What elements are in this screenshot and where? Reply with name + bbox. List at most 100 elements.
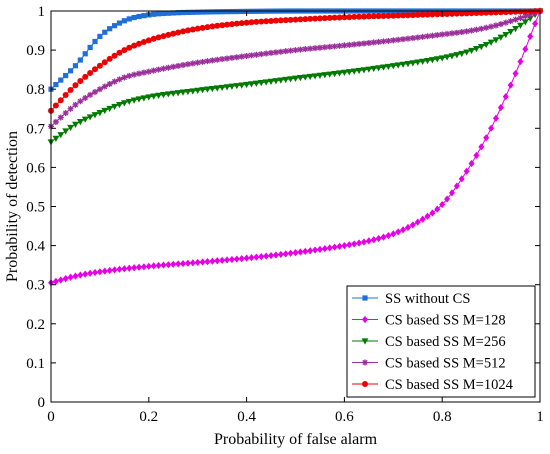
data-point	[263, 50, 270, 57]
data-point	[331, 43, 338, 50]
data-point	[136, 13, 142, 20]
data-point	[272, 17, 279, 24]
data-point	[233, 83, 241, 90]
data-point	[395, 36, 402, 43]
data-point	[512, 16, 519, 23]
data-point	[404, 12, 411, 19]
data-point	[96, 62, 103, 69]
data-point	[116, 49, 123, 56]
data-point	[419, 11, 426, 18]
data-point	[263, 252, 270, 260]
data-point	[228, 21, 235, 28]
data-point	[468, 159, 475, 168]
data-point	[150, 67, 157, 74]
data-point	[253, 18, 260, 25]
data-point	[101, 107, 109, 115]
data-point	[125, 98, 133, 106]
data-point	[409, 221, 416, 229]
y-tick-label: 0	[38, 395, 46, 411]
data-point	[87, 269, 94, 277]
data-point	[155, 92, 162, 99]
data-point	[277, 17, 284, 24]
data-point	[268, 49, 275, 56]
data-point	[204, 257, 211, 266]
data-point	[517, 14, 524, 21]
data-point	[312, 15, 319, 22]
data-point	[468, 10, 475, 17]
data-point	[380, 233, 387, 241]
data-point	[199, 258, 206, 266]
data-point	[448, 189, 455, 197]
data-point	[478, 143, 485, 151]
data-point	[316, 44, 323, 51]
data-point	[151, 11, 157, 17]
data-point	[400, 12, 407, 19]
data-point	[521, 19, 529, 26]
y-axis-label: Probability of detection	[4, 131, 21, 282]
y-tick-label: 0.5	[26, 200, 45, 216]
data-point	[184, 259, 191, 267]
data-point	[67, 124, 74, 132]
data-point	[140, 95, 148, 102]
legend-label: CS based SS M=1024	[385, 377, 514, 393]
legend-marker	[362, 315, 368, 324]
data-point	[458, 10, 465, 17]
data-point	[512, 8, 519, 15]
data-point	[414, 34, 421, 41]
data-point	[179, 89, 187, 96]
data-point	[326, 14, 333, 21]
data-point	[497, 34, 505, 41]
data-point	[101, 83, 108, 90]
data-point	[414, 11, 421, 18]
data-point	[57, 114, 64, 121]
data-point	[414, 59, 422, 66]
data-point	[170, 260, 177, 268]
data-point	[292, 249, 299, 257]
data-point	[400, 36, 407, 43]
data-point	[180, 62, 187, 69]
data-point	[106, 105, 114, 113]
data-point	[478, 25, 485, 32]
data-point	[101, 59, 108, 66]
data-point	[189, 259, 196, 267]
data-point	[219, 256, 226, 264]
data-point	[213, 85, 221, 92]
data-point	[233, 54, 240, 61]
data-point	[150, 35, 157, 42]
data-point	[497, 21, 504, 28]
data-point	[389, 63, 397, 70]
data-point	[131, 264, 138, 272]
data-point	[287, 76, 295, 83]
data-point	[395, 12, 402, 19]
data-point	[180, 28, 187, 35]
data-point	[292, 47, 299, 54]
data-point	[527, 11, 534, 18]
data-point	[272, 78, 280, 85]
data-point	[194, 258, 201, 267]
x-tick-label: 0	[47, 409, 55, 425]
data-point	[62, 110, 69, 117]
data-point	[268, 251, 275, 260]
data-point	[72, 63, 79, 69]
data-point	[390, 230, 397, 238]
data-point	[419, 33, 426, 40]
data-point	[165, 261, 172, 269]
data-point	[302, 46, 309, 53]
data-point	[351, 240, 358, 248]
data-point	[355, 67, 363, 75]
data-point	[370, 236, 377, 244]
data-point	[121, 47, 128, 54]
data-point	[370, 65, 378, 73]
data-point	[419, 215, 426, 223]
data-point	[292, 75, 299, 82]
data-point	[532, 20, 539, 28]
data-point	[228, 255, 235, 264]
data-point	[272, 49, 279, 56]
data-point	[92, 66, 99, 73]
data-point	[350, 68, 358, 75]
data-point	[165, 31, 172, 38]
y-tick-label: 1	[38, 4, 46, 20]
data-point	[219, 56, 226, 63]
legend-item: CS based SS M=256	[352, 334, 506, 350]
data-point	[131, 71, 138, 78]
